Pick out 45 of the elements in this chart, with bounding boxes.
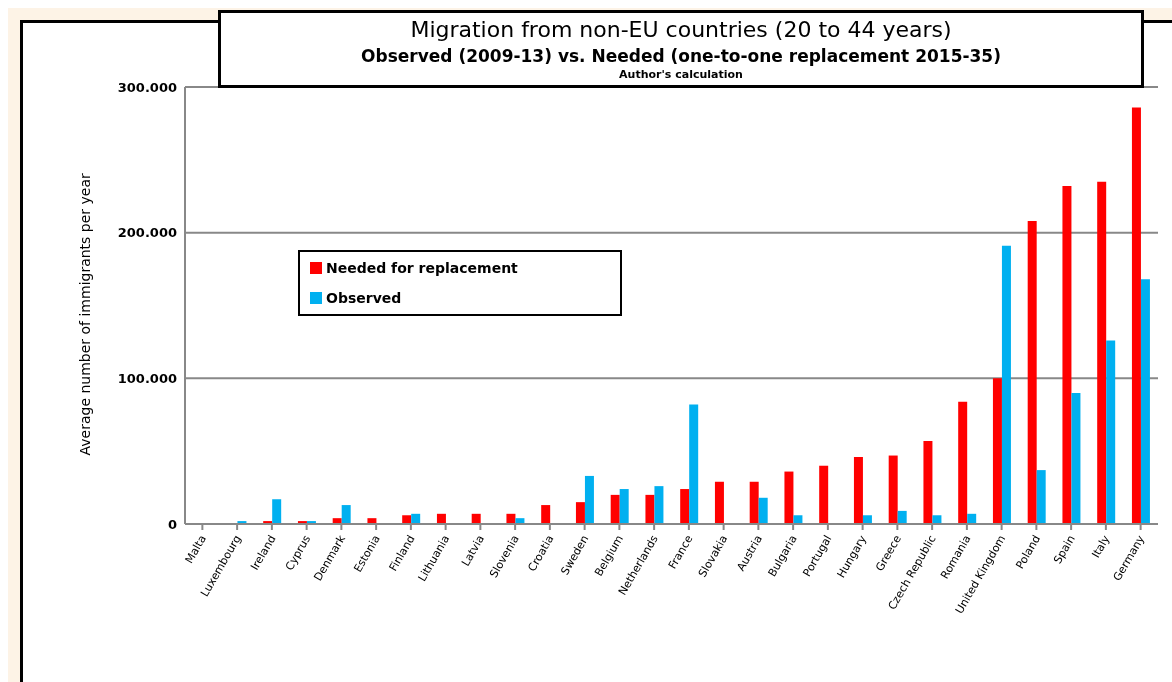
- bar: [1027, 221, 1037, 524]
- y-axis-title: Average number of immigrants per year: [76, 172, 93, 456]
- bar: [610, 494, 620, 524]
- bar: [793, 515, 803, 524]
- bar: [272, 499, 282, 524]
- legend-label: Observed: [326, 290, 402, 306]
- bar: [402, 515, 412, 524]
- bar: [784, 471, 794, 524]
- bar: [1071, 392, 1081, 524]
- bar: [862, 515, 872, 524]
- bar: [758, 497, 768, 524]
- bar: [1036, 470, 1046, 524]
- bar: [689, 404, 699, 524]
- chart-title: Migration from non-EU countries (20 to 44 years): [409, 17, 953, 42]
- bar: [932, 515, 942, 524]
- title-box: Migration from non-EU countries (20 to 44 years) Observed (2009-13) vs. Needed (one-to-one replacement 2015-35) Author's calculation: [218, 10, 1144, 88]
- bar: [1106, 340, 1116, 524]
- bar: [619, 489, 629, 524]
- bar: [897, 510, 907, 524]
- bar: [645, 494, 655, 524]
- bar: [654, 486, 664, 524]
- bar: [819, 465, 829, 524]
- y-tick-label: 100.000: [117, 370, 177, 386]
- y-tick-label: 200.000: [117, 225, 177, 241]
- bar: [853, 456, 863, 524]
- y-tick-label: 0: [167, 516, 177, 532]
- bar: [575, 502, 585, 524]
- bar: [680, 489, 690, 524]
- bar: [1097, 181, 1107, 524]
- bar: [714, 481, 724, 524]
- bar: [541, 505, 551, 524]
- legend-label: Needed for replacement: [326, 260, 518, 276]
- bar: [1131, 107, 1141, 524]
- bar: [1140, 279, 1150, 524]
- bar: [1001, 245, 1011, 524]
- bar: [958, 401, 968, 524]
- bar: [888, 455, 898, 524]
- bar: [992, 378, 1002, 524]
- bar: [341, 505, 351, 524]
- bar: [749, 481, 759, 524]
- bar: [923, 440, 933, 524]
- chart-subtitle: Observed (2009-13) vs. Needed (one-to-one replacement 2015-35): [360, 46, 1002, 66]
- y-tick-label: 300.000: [117, 79, 177, 95]
- bar: [584, 475, 594, 524]
- bar: [1062, 186, 1072, 524]
